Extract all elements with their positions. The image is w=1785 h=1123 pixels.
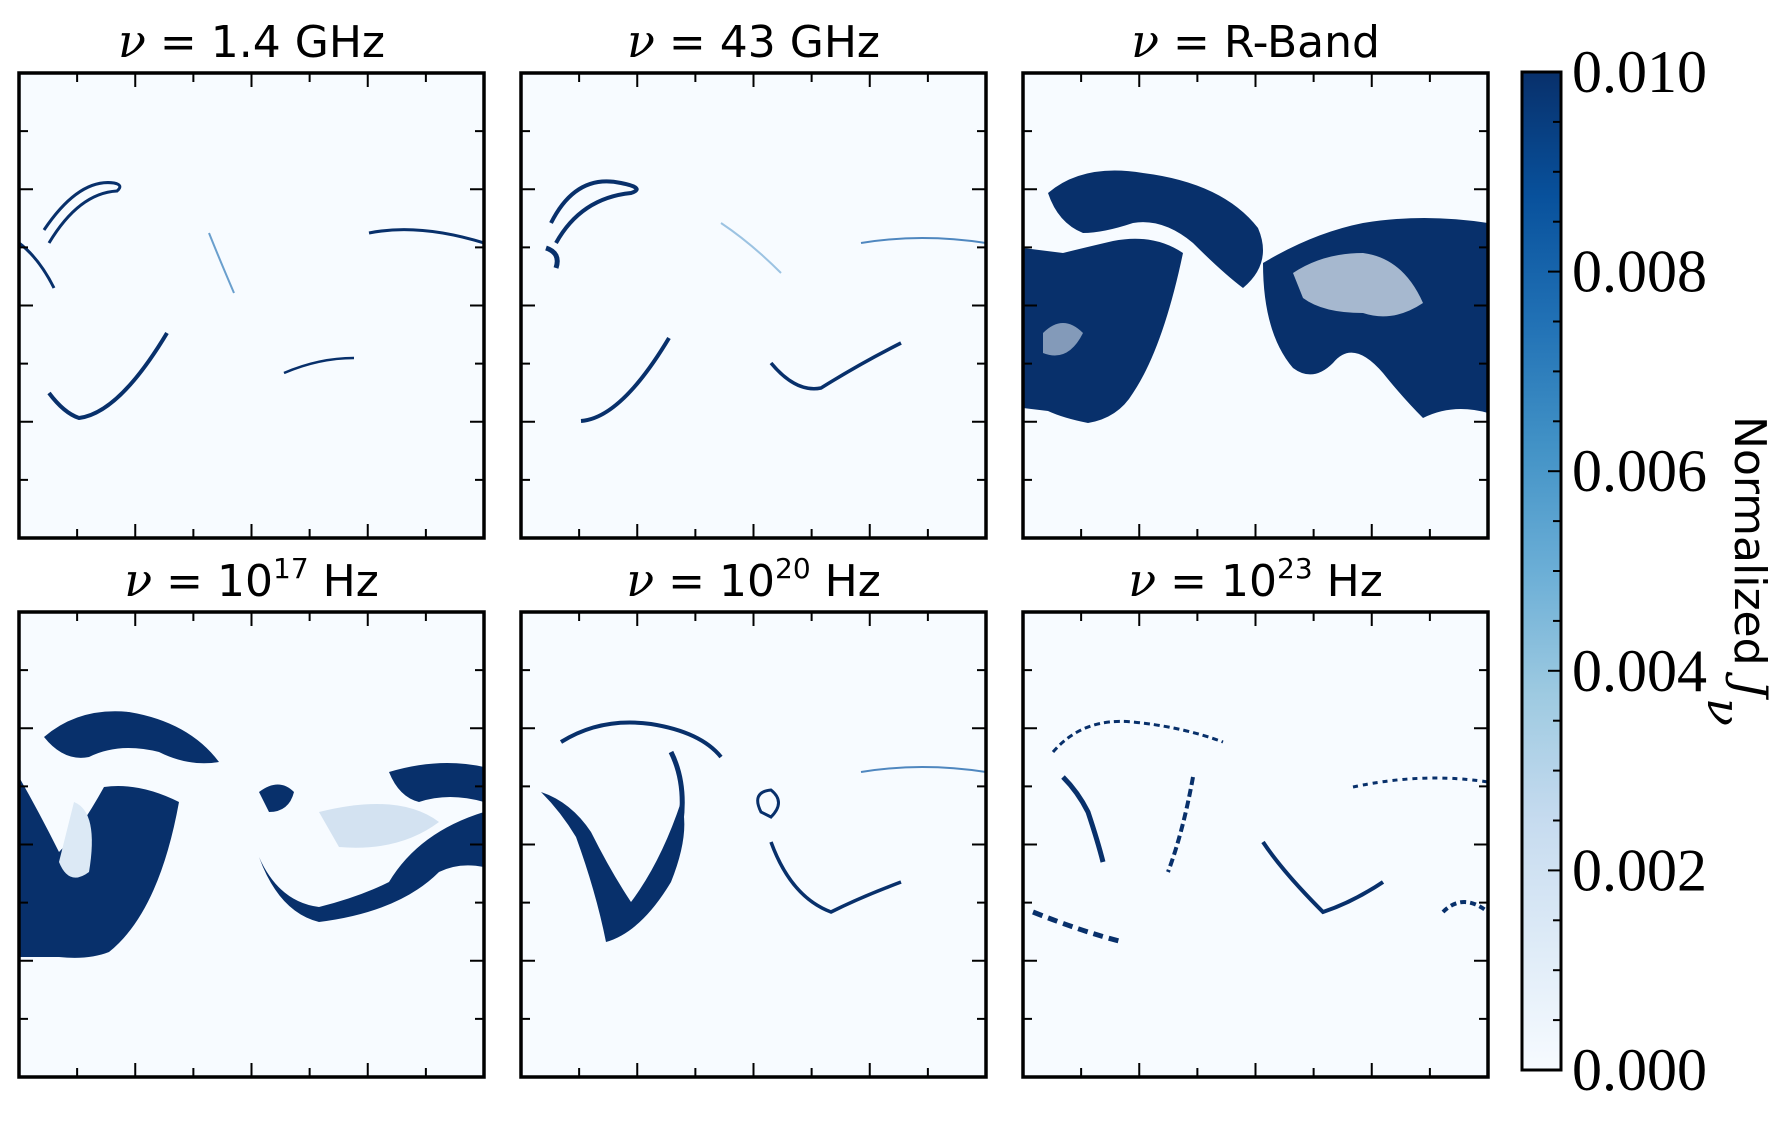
panel-title-symbol: ν [1128,553,1156,607]
panel-1e20hz: ν = 1020 Hz [519,552,988,1079]
panel-title-exponent: 17 [273,552,309,585]
emission-map [1023,170,1488,423]
panel-ticks [19,73,484,538]
panel-title: ν = 1020 Hz [626,552,881,607]
panel-frame [17,610,486,1079]
panel-title-exponent: 23 [1277,552,1313,585]
panel-title-value: 10 [719,556,775,607]
colorbar-label: Normalized Jν [1697,416,1778,726]
panel-title-value: 43 GHz [720,17,880,68]
panel-title-symbol: ν [626,553,654,607]
panel-title-eq: = [1156,556,1221,607]
panel-43ghz: ν = 43 GHz [519,14,988,540]
colorbar-tick-label: 0.008 [1572,239,1707,305]
panel-1e17hz: ν = 1017 Hz [17,552,486,1079]
panel-title-eq: = [655,17,720,68]
colorbar-tick-label: 0.004 [1572,638,1707,704]
colorbar-tick-label: 0.002 [1572,837,1707,903]
panel-frame [1021,71,1490,540]
colorbar-tick-label: 0.000 [1572,1037,1707,1103]
panel-1e23hz: ν = 1023 Hz [1021,552,1490,1079]
panel-title-symbol: ν [124,553,152,607]
colorbar-gradient [1520,70,1563,1072]
panel-frame [519,610,988,1079]
panel-title-value: R-Band [1224,17,1380,68]
colorbar: 0.000 0.002 0.004 0.006 0.008 0.010 Normalize… [1520,39,1778,1103]
panel-background [521,612,986,1077]
panel-title-value: 1.4 GHz [211,17,385,68]
panel-title: ν = 1.4 GHz [118,14,385,68]
panel-title-exponent: 20 [775,552,811,585]
panel-title: ν = 43 GHz [627,14,880,68]
panel-title: ν = 1017 Hz [124,552,379,607]
panel-title-value: 10 [1221,556,1277,607]
panel-title-unit: Hz [811,556,881,607]
panel-title-eq: = [146,17,211,68]
colorbar-tick-label: 0.010 [1572,39,1707,105]
panel-title-value: 10 [217,556,273,607]
panel-background [19,73,484,538]
emission-map [545,179,986,423]
panel-background [1023,612,1488,1077]
emission-map [19,711,484,958]
panel-title: ν = R-Band [1131,14,1380,68]
colorbar-ticks: 0.000 0.002 0.004 0.006 0.008 0.010 [1548,39,1707,1103]
panel-title-eq: = [1159,17,1224,68]
panel-1p4ghz: ν = 1.4 GHz [17,14,486,540]
panel-title-symbol: ν [627,14,655,68]
emission-map [1032,719,1488,945]
panel-title-eq: = [152,556,217,607]
colorbar-tick-label: 0.006 [1572,438,1707,504]
panel-title-unit: Hz [1313,556,1383,607]
panel-frame [17,71,486,540]
panel-frame [519,71,988,540]
emission-map [19,181,484,421]
panel-title-eq: = [654,556,719,607]
panel-title: ν = 1023 Hz [1128,552,1383,607]
panel-title-unit: Hz [309,556,379,607]
panel-title-symbol: ν [1131,14,1159,68]
panel-title-symbol: ν [118,14,146,68]
panel-background [521,73,986,538]
panel-frame [1021,610,1490,1079]
emission-map [541,720,986,942]
panel-rband: ν = R-Band [1021,14,1490,540]
